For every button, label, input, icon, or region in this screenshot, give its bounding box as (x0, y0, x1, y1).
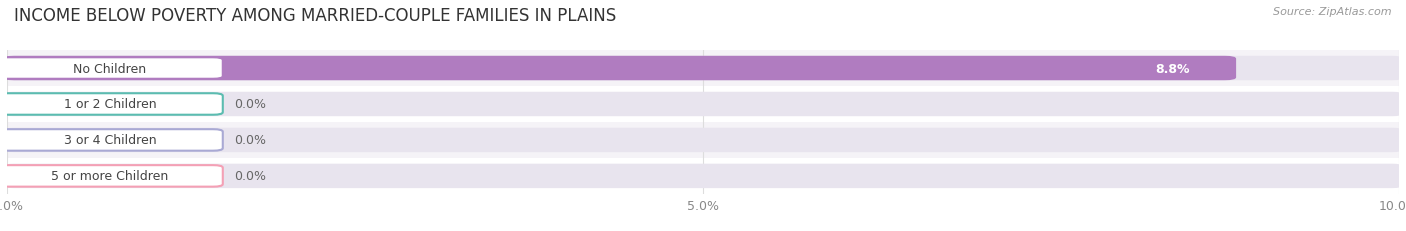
Text: 1 or 2 Children: 1 or 2 Children (63, 98, 156, 111)
Bar (7, 158, 1399, 194)
FancyBboxPatch shape (3, 57, 1403, 81)
FancyBboxPatch shape (0, 94, 222, 115)
Bar (7, 51, 1399, 87)
FancyBboxPatch shape (3, 128, 1403, 152)
Text: 3 or 4 Children: 3 or 4 Children (63, 134, 156, 147)
Bar (7, 122, 1399, 158)
Text: 8.8%: 8.8% (1156, 62, 1191, 75)
FancyBboxPatch shape (3, 164, 1403, 188)
Text: 0.0%: 0.0% (233, 134, 266, 147)
FancyBboxPatch shape (0, 58, 222, 79)
Text: 0.0%: 0.0% (233, 170, 266, 183)
FancyBboxPatch shape (0, 130, 222, 151)
Text: 5 or more Children: 5 or more Children (52, 170, 169, 183)
Bar (7, 87, 1399, 122)
FancyBboxPatch shape (3, 92, 1403, 117)
Text: No Children: No Children (73, 62, 146, 75)
Text: Source: ZipAtlas.com: Source: ZipAtlas.com (1274, 7, 1392, 17)
Text: 0.0%: 0.0% (233, 98, 266, 111)
FancyBboxPatch shape (0, 165, 222, 187)
Text: INCOME BELOW POVERTY AMONG MARRIED-COUPLE FAMILIES IN PLAINS: INCOME BELOW POVERTY AMONG MARRIED-COUPL… (14, 7, 616, 25)
FancyBboxPatch shape (3, 57, 1236, 81)
